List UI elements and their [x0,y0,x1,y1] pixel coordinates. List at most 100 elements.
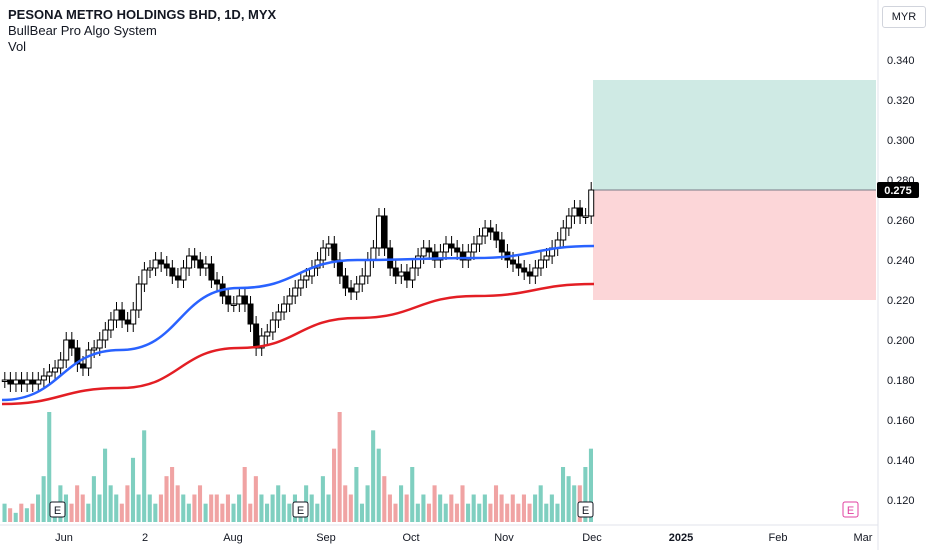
candle-body[interactable] [292,287,299,297]
candle-body[interactable] [370,247,377,261]
candle-body[interactable] [565,215,572,229]
candle-body[interactable] [158,259,165,265]
candle-body[interactable] [331,243,338,261]
candle-body[interactable] [465,251,472,261]
candle-body[interactable] [348,287,355,293]
candle-body[interactable] [431,251,438,261]
candle-body[interactable] [532,267,539,277]
candle-body[interactable] [443,243,449,253]
candle-body[interactable] [498,239,505,253]
candle-body[interactable] [269,319,276,333]
candle-body[interactable] [18,379,25,385]
candle-body[interactable] [403,271,410,281]
earnings-marker[interactable] [49,501,66,518]
candle-body[interactable] [174,275,181,281]
currency-badge[interactable]: MYR [882,6,926,28]
candle-body[interactable] [91,347,98,351]
candle-body[interactable] [482,227,489,237]
candle-body[interactable] [426,247,433,253]
candle-body[interactable] [381,215,388,249]
candle-body[interactable] [275,311,282,321]
candle-body[interactable] [7,379,14,385]
candle-body[interactable] [297,279,304,289]
candle-body[interactable] [303,275,310,281]
candle-body[interactable] [107,319,114,331]
candle-body[interactable] [96,339,103,349]
candle-body[interactable] [281,303,288,313]
price-axis[interactable] [878,0,932,550]
candle-body[interactable] [470,243,477,253]
candle-body[interactable] [40,375,47,381]
candle-body[interactable] [68,339,75,349]
candle-body[interactable] [1,379,8,382]
candle-body[interactable] [459,251,466,261]
candle-body[interactable] [448,243,455,249]
target-zone[interactable] [593,80,876,190]
candle-body[interactable] [577,207,584,217]
indicator-label[interactable]: BullBear Pro Algo System [8,23,157,38]
candle-body[interactable] [264,331,271,337]
candle-body[interactable] [415,255,422,269]
candle-body[interactable] [46,371,53,377]
earnings-marker[interactable] [577,501,594,518]
candle-body[interactable] [253,323,260,349]
candle-body[interactable] [487,227,494,233]
candle-body[interactable] [258,335,265,349]
candle-body[interactable] [147,267,153,271]
candle-body[interactable] [63,339,70,361]
candle-body[interactable] [364,259,371,277]
candle-body[interactable] [320,247,327,261]
candle-body[interactable] [236,295,243,305]
candle-body[interactable] [186,255,193,269]
candle-body[interactable] [325,243,332,249]
candle-body[interactable] [342,275,349,289]
candle-body[interactable] [526,271,533,277]
candle-body[interactable] [476,235,483,245]
candle-body[interactable] [515,263,522,269]
candle-body[interactable] [353,283,360,293]
earnings-marker[interactable] [842,501,859,518]
stop-zone[interactable] [593,190,876,300]
candle-body[interactable] [102,329,109,341]
candle-body[interactable] [113,309,120,321]
candle-body[interactable] [359,275,366,285]
candle-body[interactable] [571,207,578,217]
candle-body[interactable] [493,231,500,241]
symbol-title[interactable]: PESONA METRO HOLDINGS BHD, 1D, MYX [8,7,277,22]
earnings-marker[interactable] [292,501,309,518]
candle-body[interactable] [398,271,405,277]
candle-body[interactable] [169,267,176,277]
candle-body[interactable] [152,259,159,269]
candle-body[interactable] [202,263,209,269]
candle-body[interactable] [510,259,517,265]
candle-body[interactable] [12,379,19,385]
candle-body[interactable] [247,303,254,325]
candle-body[interactable] [208,263,215,281]
candle-body[interactable] [392,267,399,277]
candle-body[interactable] [588,189,595,217]
candle-body[interactable] [52,367,59,373]
candle-body[interactable] [135,283,142,311]
candle-body[interactable] [241,295,248,305]
candle-body[interactable] [214,279,221,285]
candle-body[interactable] [119,309,126,321]
candle-body[interactable] [24,379,31,385]
candle-body[interactable] [409,267,416,281]
volume-label[interactable]: Vol [8,39,27,54]
candle-body[interactable] [225,295,232,305]
candle-body[interactable] [560,227,567,241]
candle-body[interactable] [537,259,544,269]
candle-body[interactable] [141,269,148,285]
candle-body[interactable] [582,215,589,218]
candle-body[interactable] [79,363,86,369]
candle-body[interactable] [230,303,237,306]
candle-body[interactable] [130,309,137,325]
candle-body[interactable] [286,295,293,305]
candle-body[interactable] [191,255,198,261]
candle-body[interactable] [29,379,36,385]
candle-body[interactable] [387,247,394,269]
candle-body[interactable] [375,215,382,249]
candle-body[interactable] [197,259,204,269]
candle-body[interactable] [420,247,427,257]
